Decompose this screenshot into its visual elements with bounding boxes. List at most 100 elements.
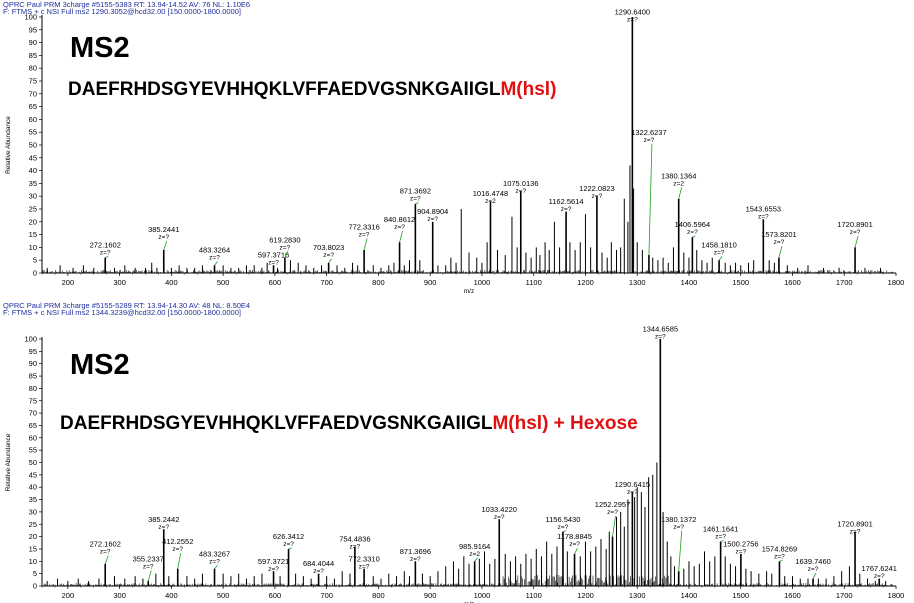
peak-charge-label: z=? bbox=[410, 196, 421, 203]
peak-mz-label: 840.8612 bbox=[384, 215, 415, 224]
x-tick-label: 1700 bbox=[836, 591, 853, 600]
y-tick-label: 0 bbox=[33, 582, 37, 591]
peak-mz-label: 597.3721 bbox=[258, 557, 289, 566]
peak-charge-label: z=? bbox=[350, 544, 361, 551]
y-tick-label: 95 bbox=[29, 25, 37, 34]
peak-charge-label: z=? bbox=[687, 229, 698, 236]
peak-mz-label: 385.2442 bbox=[148, 515, 179, 524]
peak-mz-label: 355.2337 bbox=[133, 554, 164, 563]
scan-header-line-1: QPRC Paul PRM 3charge #5155-5289 RT: 13.… bbox=[3, 301, 251, 310]
x-tick-label: 700 bbox=[320, 591, 333, 600]
modification-label: M(hsl) + Hexose bbox=[492, 413, 638, 434]
peak-leader-line bbox=[854, 235, 859, 248]
peak-charge-label: z=2 bbox=[469, 551, 480, 558]
y-tick-label: 0 bbox=[33, 269, 37, 278]
x-tick-label: 400 bbox=[165, 591, 178, 600]
peak-charge-label: z=? bbox=[627, 16, 638, 23]
y-tick-label: 100 bbox=[24, 13, 37, 22]
peak-mz-label: 483.3264 bbox=[199, 246, 230, 255]
peak-mz-label: 1500.2756 bbox=[723, 539, 758, 548]
peak-charge-label: z=? bbox=[280, 244, 291, 251]
peak-charge-label: z=? bbox=[673, 524, 684, 531]
y-tick-label: 75 bbox=[29, 77, 37, 86]
peak-charge-label: z=? bbox=[209, 255, 220, 262]
peak-mz-label: 1178.8845 bbox=[557, 532, 592, 541]
y-tick-label: 50 bbox=[29, 141, 37, 150]
peak-leader-line bbox=[474, 557, 478, 562]
y-tick-label: 15 bbox=[29, 230, 37, 239]
peak-leader-line bbox=[812, 572, 817, 579]
x-tick-label: 900 bbox=[424, 278, 437, 287]
y-tick-label: 85 bbox=[29, 51, 37, 60]
peak-mz-label: 1156.5430 bbox=[546, 515, 581, 524]
spectrum-plot: 0 5 10 15 20 25 30 35 40 45 50 55 60 65 70 75 80 85 90 95 10… bbox=[5, 325, 904, 603]
peak-charge-label: z=? bbox=[494, 514, 505, 521]
peak-leader-line bbox=[288, 547, 292, 550]
y-tick-label: 65 bbox=[29, 421, 37, 430]
y-tick-label: 30 bbox=[29, 192, 37, 201]
peak-mz-label: 1222.0823 bbox=[579, 184, 614, 193]
y-axis-label: Relative Abundance bbox=[5, 433, 12, 491]
peak-mz-label: 385.2441 bbox=[148, 225, 179, 234]
y-tick-label: 60 bbox=[29, 433, 37, 442]
peak-leader-line bbox=[692, 235, 696, 238]
peak-mz-label: 1720.8901 bbox=[837, 220, 872, 229]
peak-charge-label: z=? bbox=[627, 489, 638, 496]
peak-leader-line bbox=[399, 230, 403, 243]
x-tick-label: 1000 bbox=[474, 278, 491, 287]
peptide-sequence: DAEFRHDSGYEVHHQKLVFFAEDVGSNKGAIIGL bbox=[60, 413, 493, 434]
peak-mz-label: 1290.6415 bbox=[615, 480, 650, 489]
spectrum-panel-1: QPRC Paul PRM 3charge #5155-5383 RT: 13.… bbox=[0, 0, 914, 300]
spectrum-plot: 0 5 10 15 20 25 30 35 40 45 50 55 60 65 70 75 80 85 90 95 10… bbox=[5, 7, 904, 295]
y-tick-label: 5 bbox=[33, 569, 37, 578]
peak-charge-label: z=? bbox=[158, 234, 169, 241]
y-axis-label: Relative Abundance bbox=[5, 116, 12, 174]
peak-mz-label: 985.9164 bbox=[459, 542, 490, 551]
y-tick-label: 55 bbox=[29, 446, 37, 455]
peak-charge-label: z=? bbox=[158, 524, 169, 531]
peak-charge-label: z=? bbox=[558, 524, 569, 531]
y-tick-label: 85 bbox=[29, 372, 37, 381]
peak-leader-line bbox=[720, 540, 724, 542]
peptide-sequence-label: DAEFRHDSGYEVHHQKLVFFAEDVGSNKGAIIGLM(hsl) bbox=[68, 79, 556, 101]
peak-mz-label: 703.8023 bbox=[313, 243, 344, 252]
peak-charge-label: z=? bbox=[850, 229, 861, 236]
y-tick-label: 30 bbox=[29, 507, 37, 516]
y-tick-label: 45 bbox=[29, 153, 37, 162]
x-tick-label: 1500 bbox=[732, 591, 749, 600]
peak-leader-line bbox=[284, 251, 289, 258]
peak-mz-label: 871.3692 bbox=[400, 187, 431, 196]
peak-mz-label: 1016.4748 bbox=[473, 189, 508, 198]
y-tick-label: 90 bbox=[29, 38, 37, 47]
x-tick-label: 1600 bbox=[784, 278, 801, 287]
x-tick-label: 800 bbox=[372, 591, 385, 600]
y-tick-label: 15 bbox=[29, 544, 37, 553]
peak-charge-label: z=? bbox=[592, 193, 603, 200]
peak-mz-label: 1162.5614 bbox=[549, 197, 584, 206]
peak-leader-line bbox=[177, 552, 182, 569]
peak-leader-line bbox=[778, 246, 783, 258]
peak-charge-label: z=? bbox=[268, 566, 279, 573]
y-tick-label: 55 bbox=[29, 128, 37, 137]
peak-charge-label: z=2 bbox=[673, 180, 684, 187]
x-tick-label: 200 bbox=[62, 591, 75, 600]
peak-mz-label: 1033.4220 bbox=[482, 505, 517, 514]
peak-mz-label: 904.8904 bbox=[417, 207, 448, 216]
peak-charge-label: z=? bbox=[100, 249, 111, 256]
chart-title: MS2 bbox=[70, 349, 130, 381]
peak-charge-label: z=? bbox=[758, 214, 769, 221]
y-tick-label: 80 bbox=[29, 384, 37, 393]
peak-mz-label: 1344.6585 bbox=[643, 325, 678, 334]
peak-mz-label: 272.1602 bbox=[90, 539, 121, 548]
peak-charge-label: z=? bbox=[644, 137, 655, 144]
y-tick-label: 10 bbox=[29, 557, 37, 566]
peak-mz-label: 1720.8901 bbox=[837, 520, 872, 529]
scan-header-line-2: F: FTMS + c NSI Full ms2 1290.3052@hcd32… bbox=[3, 7, 241, 16]
peak-mz-label: 1573.8201 bbox=[761, 230, 796, 239]
x-tick-label: 500 bbox=[217, 591, 230, 600]
peak-mz-label: 1075.0136 bbox=[503, 179, 538, 188]
peak-leader-line bbox=[363, 238, 368, 251]
peak-leader-line bbox=[415, 202, 419, 205]
peptide-sequence-label: DAEFRHDSGYEVHHQKLVFFAEDVGSNKGAIIGLM(hsl)… bbox=[60, 413, 638, 435]
y-tick-label: 40 bbox=[29, 483, 37, 492]
